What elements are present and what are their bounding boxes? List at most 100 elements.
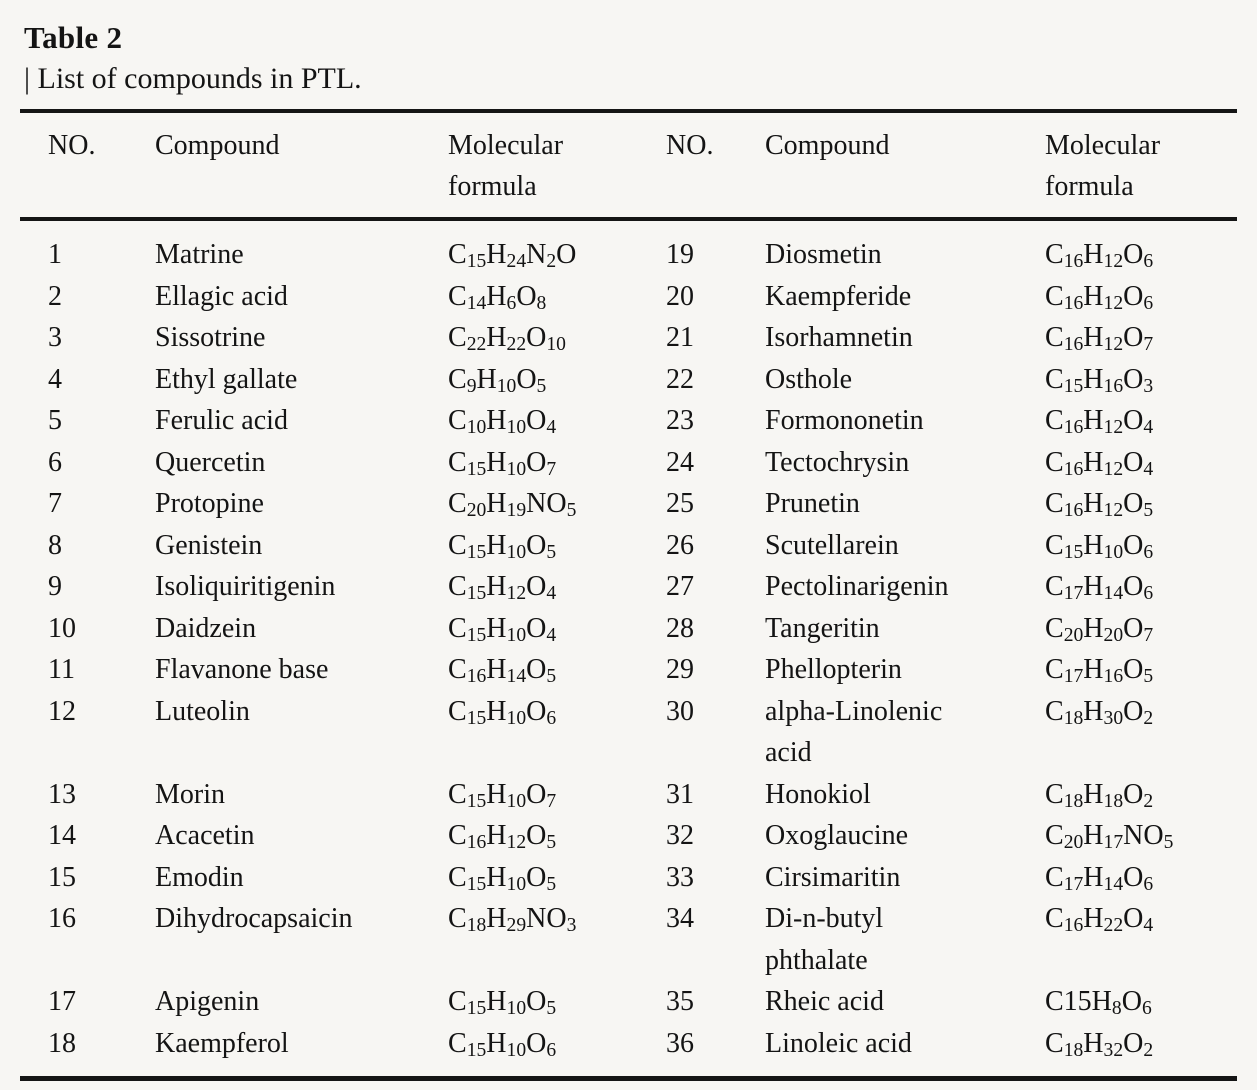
cell-formula: C16H12O4	[1045, 446, 1154, 480]
cell-no: 10	[48, 612, 76, 644]
cell-no: 5	[48, 405, 62, 436]
cell-no: 34	[666, 903, 694, 934]
cell-compound: Oxoglaucine	[765, 820, 909, 851]
table-row: 18 Kaempferol C15H10O6 36 Linoleic acid C18H3…	[20, 1023, 1237, 1079]
cell-compound: Flavanone base	[155, 654, 329, 685]
cell-compound: Ellagic acid	[155, 280, 288, 312]
cell-formula: C15H10O5	[448, 861, 557, 895]
cell-compound: Formononetin	[765, 405, 924, 436]
table-row: 8 Genistein C15H10O5 26 Scutellarein C15H10O6	[20, 525, 1237, 567]
cell-compound: Kaempferol	[155, 1027, 289, 1059]
cell-compound: Ethyl gallate	[155, 363, 298, 395]
cell-compound: alpha-Linolenic acid	[765, 695, 943, 769]
cell-formula: C15H12O4	[448, 571, 557, 605]
cell-formula: C16H12O7	[1045, 322, 1154, 356]
cell-compound: Phellopterin	[765, 654, 902, 685]
table-caption: | List of compounds in PTL.	[24, 62, 362, 95]
cell-no: 15	[48, 861, 76, 893]
cell-formula: C15H10O6	[1045, 529, 1154, 563]
cell-no: 8	[48, 529, 62, 561]
cell-compound: Protopine	[155, 488, 264, 519]
cell-formula: C15H10O5	[448, 529, 557, 563]
cell-compound: Morin	[155, 778, 225, 810]
cell-no: 19	[666, 239, 694, 270]
table-row: 14 Acacetin C16H12O5 32 Oxoglaucine C20H17NO5	[20, 815, 1237, 857]
cell-no: 2	[48, 280, 62, 312]
cell-formula: C9H10O5	[448, 363, 547, 397]
cell-formula: C20H20O7	[1045, 612, 1154, 646]
cell-formula: C15H10O4	[448, 612, 557, 646]
cell-formula: C15H8O6	[1045, 986, 1152, 1020]
cell-compound: Scutellarein	[765, 529, 899, 561]
cell-compound: Luteolin	[155, 695, 250, 727]
cell-compound: Tangeritin	[765, 612, 880, 644]
cell-formula: C15H10O6	[448, 1027, 557, 1061]
cell-no: 4	[48, 363, 62, 395]
cell-formula: C18H29NO3	[448, 903, 577, 937]
cell-no: 21	[666, 322, 694, 353]
cell-formula: C20H17NO5	[1045, 820, 1174, 854]
cell-compound: Di-n-butyl phthalate	[765, 903, 884, 976]
table-row: 5 Ferulic acid C10H10O4 23 Formononetin C16H1…	[20, 400, 1237, 442]
cell-formula: C18H32O2	[1045, 1027, 1154, 1061]
cell-no: 14	[48, 820, 76, 851]
table-row: 2 Ellagic acid C14H6O8 20 Kaempferide C16H12O…	[20, 276, 1237, 318]
cell-compound: Sissotrine	[155, 322, 266, 353]
cell-no: 24	[666, 446, 694, 478]
cell-formula: C15H16O3	[1045, 363, 1154, 397]
cell-formula: C22H22O10	[448, 322, 566, 356]
cell-formula: C16H12O5	[448, 820, 557, 854]
cell-formula: C16H14O5	[448, 654, 557, 688]
cell-compound: Tectochrysin	[765, 446, 910, 478]
table-row: 16 Dihydrocapsaicin C18H29NO3 34 Di-n-butyl …	[20, 898, 1237, 981]
cell-formula: C20H19NO5	[448, 488, 577, 522]
cell-formula: C17H14O6	[1045, 571, 1154, 605]
cell-formula: C18H18O2	[1045, 778, 1154, 812]
cell-compound: Diosmetin	[765, 239, 882, 270]
cell-no: 33	[666, 861, 694, 893]
cell-formula: C16H12O5	[1045, 488, 1154, 522]
header-no-right: NO.	[638, 111, 765, 221]
cell-no: 11	[48, 654, 75, 685]
cell-no: 27	[666, 571, 694, 602]
cell-no: 31	[666, 778, 694, 810]
compounds-table: NO. Compound Molecular formula NO. Compo…	[20, 109, 1237, 1081]
cell-no: 17	[48, 986, 76, 1017]
cell-no: 18	[48, 1027, 76, 1059]
cell-no: 22	[666, 363, 694, 395]
cell-formula: C15H24N2O	[448, 239, 577, 273]
cell-no: 6	[48, 446, 62, 478]
header-compound-left: Compound	[155, 111, 448, 221]
cell-compound: Pectolinarigenin	[765, 571, 949, 602]
cell-formula: C18H30O2	[1045, 695, 1154, 729]
header-row: NO. Compound Molecular formula NO. Compo…	[20, 111, 1237, 221]
cell-formula: C10H10O4	[448, 405, 557, 439]
cell-no: 25	[666, 488, 694, 519]
cell-no: 13	[48, 778, 76, 810]
cell-compound: Dihydrocapsaicin	[155, 903, 353, 934]
table-row: 12 Luteolin C15H10O6 30 alpha-Linolenic acid…	[20, 691, 1237, 774]
cell-formula: C14H6O8	[448, 280, 547, 314]
cell-compound: Cirsimaritin	[765, 861, 901, 893]
cell-compound: Quercetin	[155, 446, 266, 478]
cell-compound: Daidzein	[155, 612, 257, 644]
cell-formula: C15H10O7	[448, 446, 557, 480]
cell-compound: Isoliquiritigenin	[155, 571, 336, 602]
table-row: 3 Sissotrine C22H22O10 21 Isorhamnetin C16H12…	[20, 317, 1237, 359]
cell-formula: C16H22O4	[1045, 903, 1154, 937]
header-formula-right: Molecular formula	[1045, 111, 1237, 221]
cell-compound: Osthole	[765, 363, 853, 395]
table-row: 7 Protopine C20H19NO5 25 Prunetin C16H12O5	[20, 483, 1237, 525]
cell-formula: C16H12O6	[1045, 280, 1154, 314]
cell-compound: Acacetin	[155, 820, 255, 851]
cell-no: 1	[48, 239, 62, 270]
cell-formula: C16H12O4	[1045, 405, 1154, 439]
cell-compound: Ferulic acid	[155, 405, 288, 436]
cell-formula: C17H14O6	[1045, 861, 1154, 895]
cell-no: 35	[666, 986, 694, 1017]
cell-no: 29	[666, 654, 694, 685]
cell-formula: C15H10O6	[448, 695, 557, 729]
cell-no: 26	[666, 529, 694, 561]
cell-no: 9	[48, 571, 62, 602]
header-compound-right: Compound	[765, 111, 1045, 221]
